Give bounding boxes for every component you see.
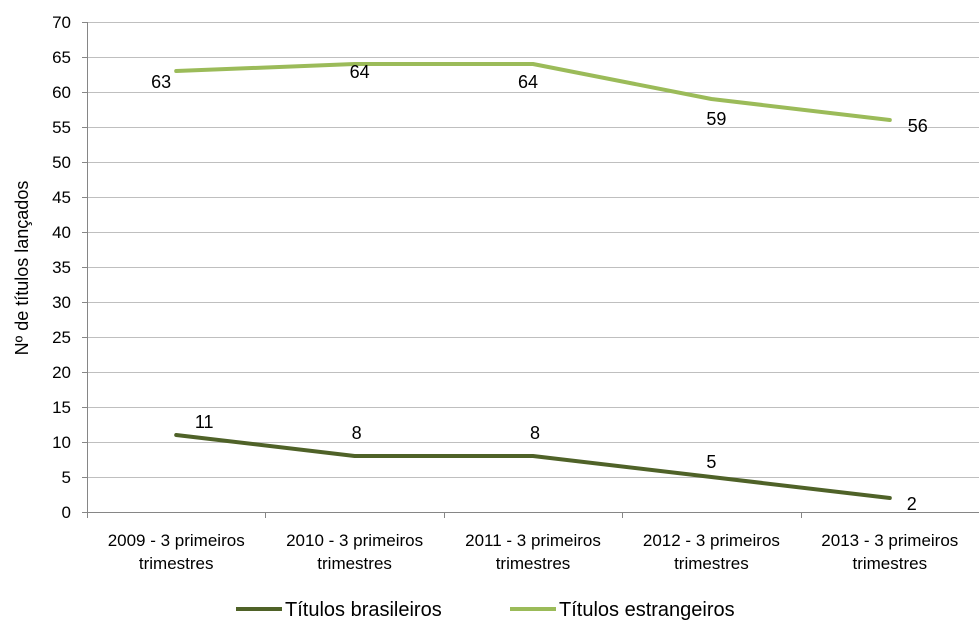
y-tick-labels: 0 5 10 15 20 25 30 35 40 45 50 55 60 65 70 (52, 13, 71, 522)
y-tick-label: 25 (52, 328, 71, 347)
data-labels: 11 8 8 5 2 63 64 64 59 56 (151, 62, 928, 514)
axes (82, 22, 979, 518)
data-label: 64 (518, 72, 538, 92)
data-label: 8 (530, 423, 540, 443)
series-line-1 (174, 62, 892, 122)
y-tick-label: 70 (52, 13, 71, 32)
data-label: 56 (908, 116, 928, 136)
x-tick-label: 2012 - 3 primeiros trimestres (643, 531, 780, 573)
series-line-0 (174, 433, 892, 500)
y-tick-label: 5 (62, 468, 71, 487)
x-tick-label-line: 2013 - 3 primeiros (821, 531, 958, 550)
y-tick-label: 10 (52, 433, 71, 452)
x-tick-label: 2010 - 3 primeiros trimestres (286, 531, 423, 573)
data-label: 11 (195, 412, 214, 432)
y-tick-label: 65 (52, 48, 71, 67)
data-label: 63 (151, 72, 171, 92)
series-lines (174, 62, 892, 500)
x-tick-label: 2009 - 3 primeiros trimestres (108, 531, 245, 573)
legend-label: Títulos estrangeiros (559, 599, 735, 621)
x-tick-label-line: 2010 - 3 primeiros (286, 531, 423, 550)
x-tick-label: 2013 - 3 primeiros trimestres (821, 531, 958, 573)
y-tick-label: 40 (52, 223, 71, 242)
y-tick-label: 20 (52, 363, 71, 382)
y-tick-label: 0 (62, 503, 71, 522)
data-label: 59 (706, 109, 726, 129)
x-tick-label-line: trimestres (317, 554, 392, 573)
gridlines (87, 22, 979, 478)
y-tick-label: 15 (52, 398, 71, 417)
x-tick-label-line: trimestres (674, 554, 749, 573)
y-tick-label: 35 (52, 258, 71, 277)
y-axis-label: Nº de títulos lançados (12, 181, 32, 356)
y-tick-label: 50 (52, 153, 71, 172)
x-tick-label-line: 2012 - 3 primeiros (643, 531, 780, 550)
x-tick-label-line: trimestres (139, 554, 214, 573)
y-tick-label: 60 (52, 83, 71, 102)
legend: Títulos brasileiros Títulos estrangeiros (236, 599, 735, 621)
legend-label: Títulos brasileiros (285, 599, 442, 621)
data-label: 64 (350, 62, 370, 82)
x-tick-label-line: trimestres (496, 554, 571, 573)
y-tick-label: 55 (52, 118, 71, 137)
y-tick-label: 30 (52, 293, 71, 312)
data-label: 2 (907, 494, 917, 514)
x-tick-label-line: 2011 - 3 primeiros (465, 531, 601, 550)
data-label: 8 (352, 423, 362, 443)
data-label: 5 (706, 452, 716, 472)
x-tick-label-line: trimestres (852, 554, 927, 573)
y-tick-label: 45 (52, 188, 71, 207)
x-tick-label: 2011 - 3 primeiros trimestres (465, 531, 601, 573)
x-tick-label-line: 2009 - 3 primeiros (108, 531, 245, 550)
